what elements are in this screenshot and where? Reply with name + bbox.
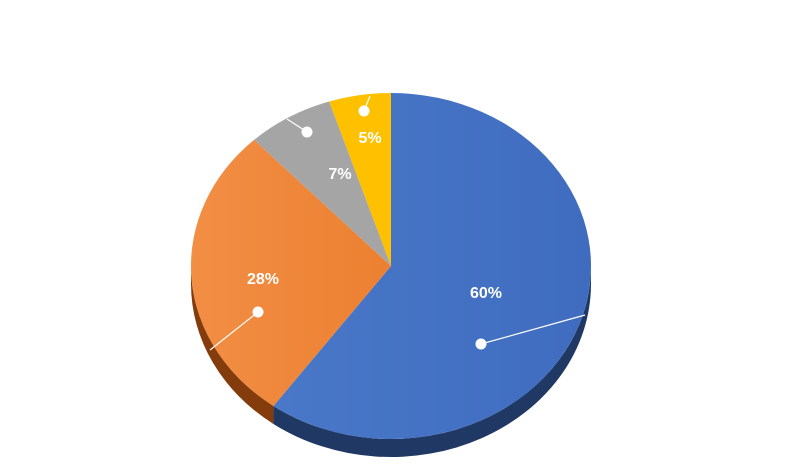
data-label: 60% xyxy=(470,285,502,302)
pie-depth xyxy=(191,266,591,457)
leader-dot xyxy=(301,126,313,138)
data-label: 7% xyxy=(328,166,351,183)
pie-slices xyxy=(191,92,592,440)
pie-slice-side xyxy=(273,266,591,457)
leader-dot xyxy=(358,105,370,117)
data-label: 28% xyxy=(247,271,279,288)
pie-slice xyxy=(329,93,391,266)
pie-slice xyxy=(254,101,391,266)
leader-line xyxy=(480,314,586,345)
leader-line xyxy=(209,311,259,351)
leader-dot xyxy=(252,306,264,318)
pie-slice xyxy=(191,139,391,406)
pie-slice-side xyxy=(191,266,274,424)
pie-leader-lines xyxy=(209,95,586,351)
data-label: 5% xyxy=(358,130,381,147)
leader-dot xyxy=(475,338,487,350)
pie-labels: 60% 28% 7% 5% xyxy=(247,130,502,302)
pie-slice xyxy=(273,92,592,440)
